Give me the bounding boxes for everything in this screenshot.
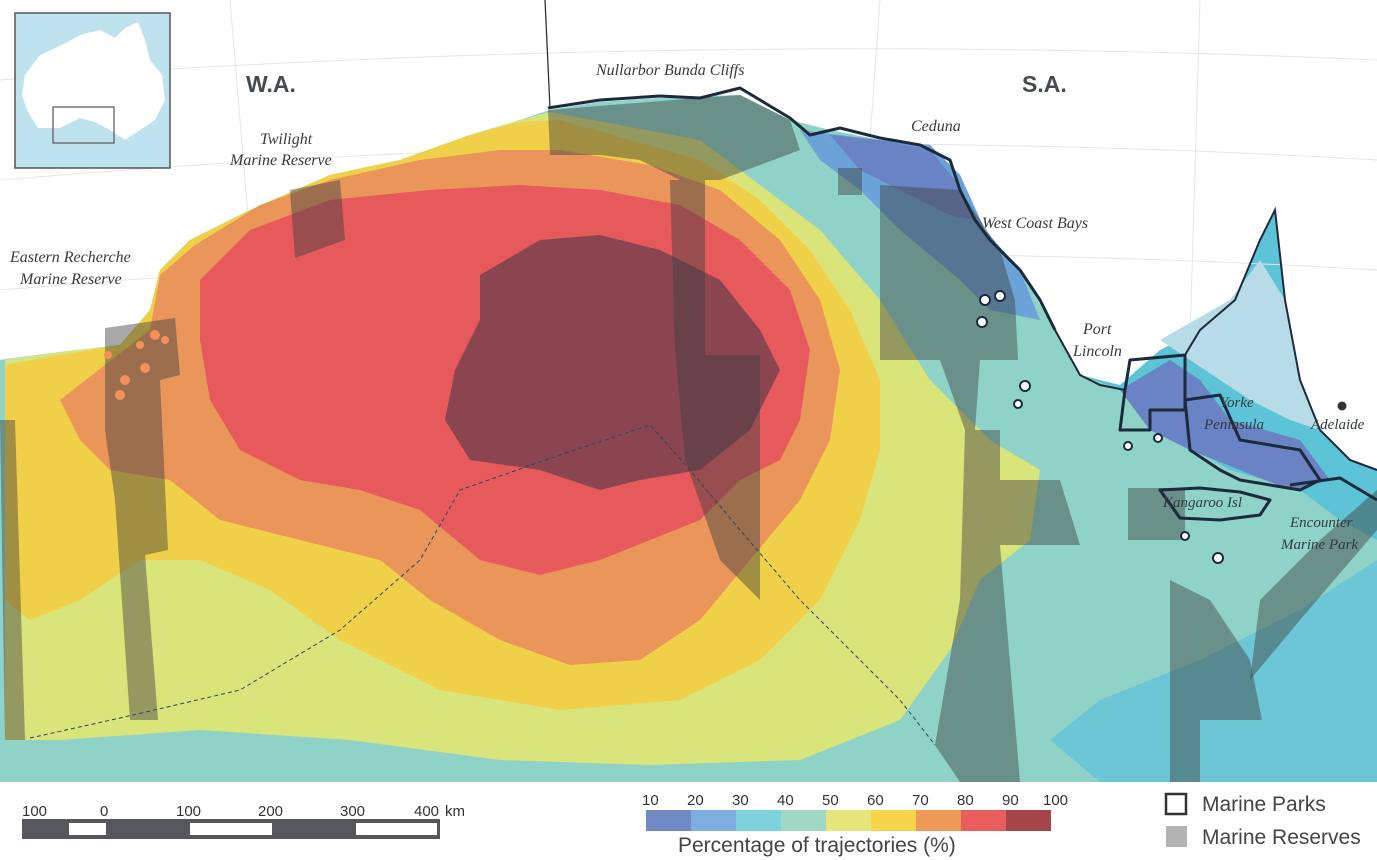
legend-tick-6: 70 xyxy=(912,792,929,809)
reserve-central xyxy=(670,180,760,600)
marine-parks-swatch xyxy=(1164,792,1188,816)
region-sa: S.A. xyxy=(1022,71,1067,97)
reserve-small-1 xyxy=(838,168,862,195)
legend-tick-2: 30 xyxy=(732,792,749,809)
marine-parks-label: Marine Parks xyxy=(1202,793,1326,816)
label-nullarbor: Nullarbor Bunda Cliffs xyxy=(595,62,744,79)
legend-swatch-7 xyxy=(961,810,1006,831)
coastline xyxy=(1054,206,1377,471)
scale-bar: 100 0 100 200 300 400 km xyxy=(22,803,465,839)
legend-swatch-3 xyxy=(781,810,826,831)
legend-tick-5: 60 xyxy=(867,792,884,809)
legend-swatches xyxy=(646,810,1051,831)
label-recherche-1: Eastern Recherche xyxy=(9,249,131,266)
scale-tick-3: 200 xyxy=(258,803,283,820)
legend-ticks: 10 20 30 40 50 60 70 80 90 100 xyxy=(642,792,1068,809)
label-twilight-1: Twilight xyxy=(260,131,313,148)
legend-tick-8: 90 xyxy=(1002,792,1019,809)
region-wa: W.A. xyxy=(246,71,296,97)
reserve-far-west xyxy=(0,420,25,740)
legend-tick-1: 20 xyxy=(687,792,704,809)
legend-swatch-0 xyxy=(646,810,691,831)
scale-tick-0: 100 xyxy=(22,803,47,820)
reserve-encounter xyxy=(1250,490,1377,680)
label-adelaide: Adelaide xyxy=(1310,417,1365,433)
land-mass xyxy=(0,0,1377,470)
reserve-south-gulf xyxy=(1170,580,1262,782)
marine-reserves-swatch xyxy=(1166,826,1187,847)
band-30-40 xyxy=(1050,560,1377,782)
legend-swatch-4 xyxy=(826,810,871,831)
legend-swatch-8 xyxy=(1006,810,1051,831)
legend-tick-9: 100 xyxy=(1043,792,1068,809)
legend-title: Percentage of trajectories (%) xyxy=(678,834,956,857)
label-port-1: Port xyxy=(1082,321,1112,338)
scale-tick-5: 400 xyxy=(414,803,439,820)
area-legend: Marine Parks Marine Reserves xyxy=(1164,792,1361,849)
label-yorke-2: Peninsula xyxy=(1203,417,1264,433)
label-encounter-2: Marine Park xyxy=(1280,537,1358,553)
inset-australia xyxy=(22,22,165,140)
band-20-30 xyxy=(800,130,1040,320)
reserve-kangaroo xyxy=(1128,488,1185,540)
park-kangaroo-coast xyxy=(1158,486,1272,522)
eez-boundary xyxy=(29,424,936,746)
marine-parks xyxy=(547,86,1377,522)
scale-seg-1 xyxy=(69,823,106,835)
label-port-2: Lincoln xyxy=(1072,343,1122,360)
label-ceduna: Ceduna xyxy=(911,118,961,135)
scale-unit: km xyxy=(445,803,465,820)
adelaide-dot xyxy=(1337,401,1347,411)
legend-swatch-2 xyxy=(736,810,781,831)
legend-swatch-5 xyxy=(871,810,916,831)
label-recherche-2: Marine Reserve xyxy=(19,271,122,288)
scale-tick-4: 300 xyxy=(340,803,365,820)
legend-tick-4: 50 xyxy=(822,792,839,809)
marine-reserves xyxy=(0,95,1377,782)
recherche-islands xyxy=(104,330,169,400)
scale-tick-1: 0 xyxy=(100,803,108,820)
reserve-west-coast xyxy=(880,185,1080,782)
scale-seg-3 xyxy=(356,823,437,835)
legend-tick-3: 40 xyxy=(777,792,794,809)
reserve-nullarbor xyxy=(548,95,800,180)
park-gulf xyxy=(1183,393,1322,492)
scale-tick-2: 100 xyxy=(176,803,201,820)
scale-seg-2 xyxy=(190,823,272,835)
legend-swatch-1 xyxy=(691,810,736,831)
inset-map xyxy=(14,12,171,169)
gulf-light xyxy=(1160,260,1320,430)
color-legend: 10 20 30 40 50 60 70 80 90 100 Percentage of traj… xyxy=(642,792,1068,857)
marine-reserves-label: Marine Reserves xyxy=(1202,826,1361,849)
band-10-20 xyxy=(830,135,975,220)
park-encounter xyxy=(1289,476,1377,502)
reserve-recherche xyxy=(105,318,180,720)
band-20-30-gulf xyxy=(1120,360,1330,490)
label-west-coast-bays: West Coast Bays xyxy=(982,215,1088,232)
label-yorke-1: Yorke xyxy=(1220,395,1254,411)
reserve-twilight xyxy=(290,180,345,258)
inset-extent-box xyxy=(52,106,115,144)
state-border xyxy=(544,0,551,109)
label-twilight-2: Marine Reserve xyxy=(229,152,332,169)
park-yorke xyxy=(1118,353,1187,432)
islands xyxy=(976,290,1224,564)
legend-swatch-6 xyxy=(916,810,961,831)
legend-tick-7: 80 xyxy=(957,792,974,809)
park-nullarbor xyxy=(547,86,1057,331)
band-90-100 xyxy=(445,235,780,490)
trajectory-bands xyxy=(0,95,1377,782)
legend-tick-0: 10 xyxy=(642,792,659,809)
label-encounter-1: Encounter xyxy=(1289,515,1353,531)
label-kangaroo: Kangaroo Isl xyxy=(1162,495,1242,511)
